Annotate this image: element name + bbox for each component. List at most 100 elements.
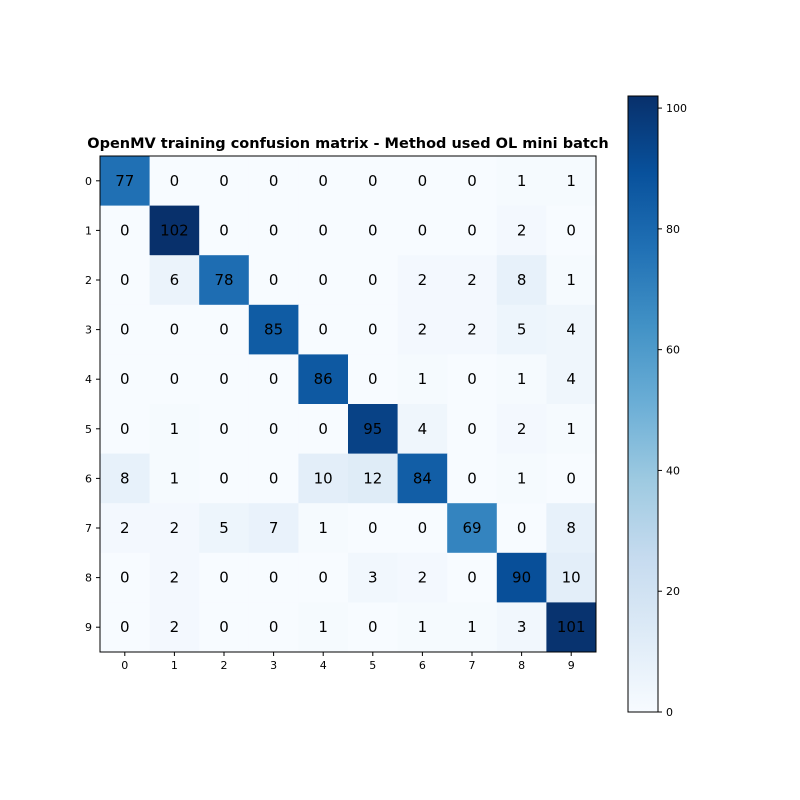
heatmap-cell — [199, 453, 250, 504]
cell-value-label: 78 — [214, 271, 233, 289]
cell-value-label: 2 — [418, 321, 428, 339]
cell-value-label: 2 — [120, 519, 130, 537]
x-tick-label: 4 — [320, 659, 327, 672]
cell-value-label: 90 — [512, 569, 531, 587]
heatmap-cell — [348, 552, 399, 603]
x-tick-label: 5 — [369, 659, 376, 672]
heatmap-cell — [546, 156, 597, 207]
cell-value-label: 2 — [517, 221, 527, 239]
heatmap-cell — [447, 404, 498, 455]
cell-value-label: 0 — [318, 271, 328, 289]
cell-value-label: 85 — [264, 321, 283, 339]
heatmap-cell — [100, 304, 151, 355]
heatmap-cell — [397, 552, 448, 603]
cell-value-label: 0 — [467, 469, 477, 487]
heatmap-cell — [546, 304, 597, 355]
chart-title-group: OpenMV training confusion matrix - Metho… — [87, 136, 608, 152]
cell-value-label: 0 — [269, 172, 279, 190]
cell-value-label: 0 — [120, 370, 130, 388]
heatmap-cell — [248, 304, 299, 355]
cell-value-label: 0 — [219, 370, 229, 388]
heatmap-cell — [348, 453, 399, 504]
heatmap-cell — [546, 552, 597, 603]
cell-value-label: 1 — [318, 519, 328, 537]
heatmap-cell — [149, 156, 200, 207]
cell-value-label: 0 — [318, 569, 328, 587]
heatmap-cell — [298, 205, 349, 256]
heatmap-cell — [546, 205, 597, 256]
cell-value-label: 0 — [368, 370, 378, 388]
heatmap-cell — [248, 255, 299, 306]
x-tick-label: 7 — [469, 659, 476, 672]
colorbar-tick-label: 40 — [666, 464, 680, 477]
cell-value-label: 0 — [219, 420, 229, 438]
heatmap-cell — [298, 156, 349, 207]
heatmap-cell — [149, 205, 200, 256]
heatmap-cell — [248, 404, 299, 455]
heatmap-cell — [298, 404, 349, 455]
y-tick-label: 4 — [85, 373, 92, 386]
heatmap-cell — [149, 602, 200, 653]
y-axis-ticks: 0 1 2 3 4 5 6 7 8 9 — [85, 175, 100, 634]
heatmap-cell — [149, 354, 200, 405]
heatmap-cell — [100, 404, 151, 455]
cell-value-label: 10 — [314, 469, 333, 487]
cell-value-label: 0 — [368, 321, 378, 339]
cell-value-label: 0 — [318, 172, 328, 190]
cell-value-label: 0 — [269, 569, 279, 587]
heatmap-cell — [397, 304, 448, 355]
colorbar-ticks: 0 20 40 60 80 100 — [658, 102, 687, 719]
heatmap-cell — [397, 404, 448, 455]
heatmap-cell — [100, 205, 151, 256]
cell-value-label: 0 — [418, 172, 428, 190]
x-tick-label: 2 — [221, 659, 228, 672]
heatmap-cell — [298, 453, 349, 504]
cell-value-label: 0 — [368, 271, 378, 289]
y-tick-label: 3 — [85, 324, 92, 337]
cell-value-label: 5 — [219, 519, 229, 537]
colorbar-gradient — [627, 95, 659, 713]
heatmap-cell — [546, 354, 597, 405]
heatmap-cell — [248, 354, 299, 405]
cell-value-label: 1 — [318, 618, 328, 636]
heatmap-cell — [496, 304, 547, 355]
heatmap-cell — [100, 503, 151, 554]
cell-value-label: 0 — [318, 221, 328, 239]
heatmap-cell — [348, 503, 399, 554]
heatmap-cell — [248, 205, 299, 256]
heatmap-cell — [546, 255, 597, 306]
cell-value-label: 0 — [368, 618, 378, 636]
cell-value-label: 2 — [170, 519, 180, 537]
x-tick-label: 6 — [419, 659, 426, 672]
colorbar-tick-label: 20 — [666, 585, 680, 598]
cell-value-label: 0 — [219, 469, 229, 487]
x-tick-label: 1 — [171, 659, 178, 672]
cell-value-label: 1 — [467, 618, 477, 636]
heatmap-cell — [248, 156, 299, 207]
heatmap-cell — [546, 602, 597, 653]
cell-value-label: 0 — [418, 221, 428, 239]
cell-value-label: 0 — [467, 172, 477, 190]
cell-value-label: 1 — [517, 172, 527, 190]
cell-value-label: 0 — [368, 172, 378, 190]
heatmap-cell — [348, 205, 399, 256]
cell-value-label: 0 — [219, 569, 229, 587]
cell-value-label: 3 — [368, 569, 378, 587]
heatmap-cell — [100, 156, 151, 207]
heatmap-cell — [199, 552, 250, 603]
cell-value-label: 0 — [318, 420, 328, 438]
heatmap-cell — [100, 453, 151, 504]
cell-value-label: 69 — [462, 519, 481, 537]
heatmap-cell — [348, 255, 399, 306]
cell-value-label: 0 — [269, 271, 279, 289]
cell-value-label: 1 — [418, 618, 428, 636]
heatmap-cell — [546, 453, 597, 504]
heatmap-cell — [447, 304, 498, 355]
heatmap-cell — [149, 304, 200, 355]
heatmap-cell — [199, 602, 250, 653]
cell-value-label: 2 — [467, 271, 477, 289]
y-tick-label: 9 — [85, 621, 92, 634]
cell-value-label: 0 — [120, 420, 130, 438]
cell-value-label: 0 — [467, 569, 477, 587]
cell-value-label: 0 — [170, 321, 180, 339]
